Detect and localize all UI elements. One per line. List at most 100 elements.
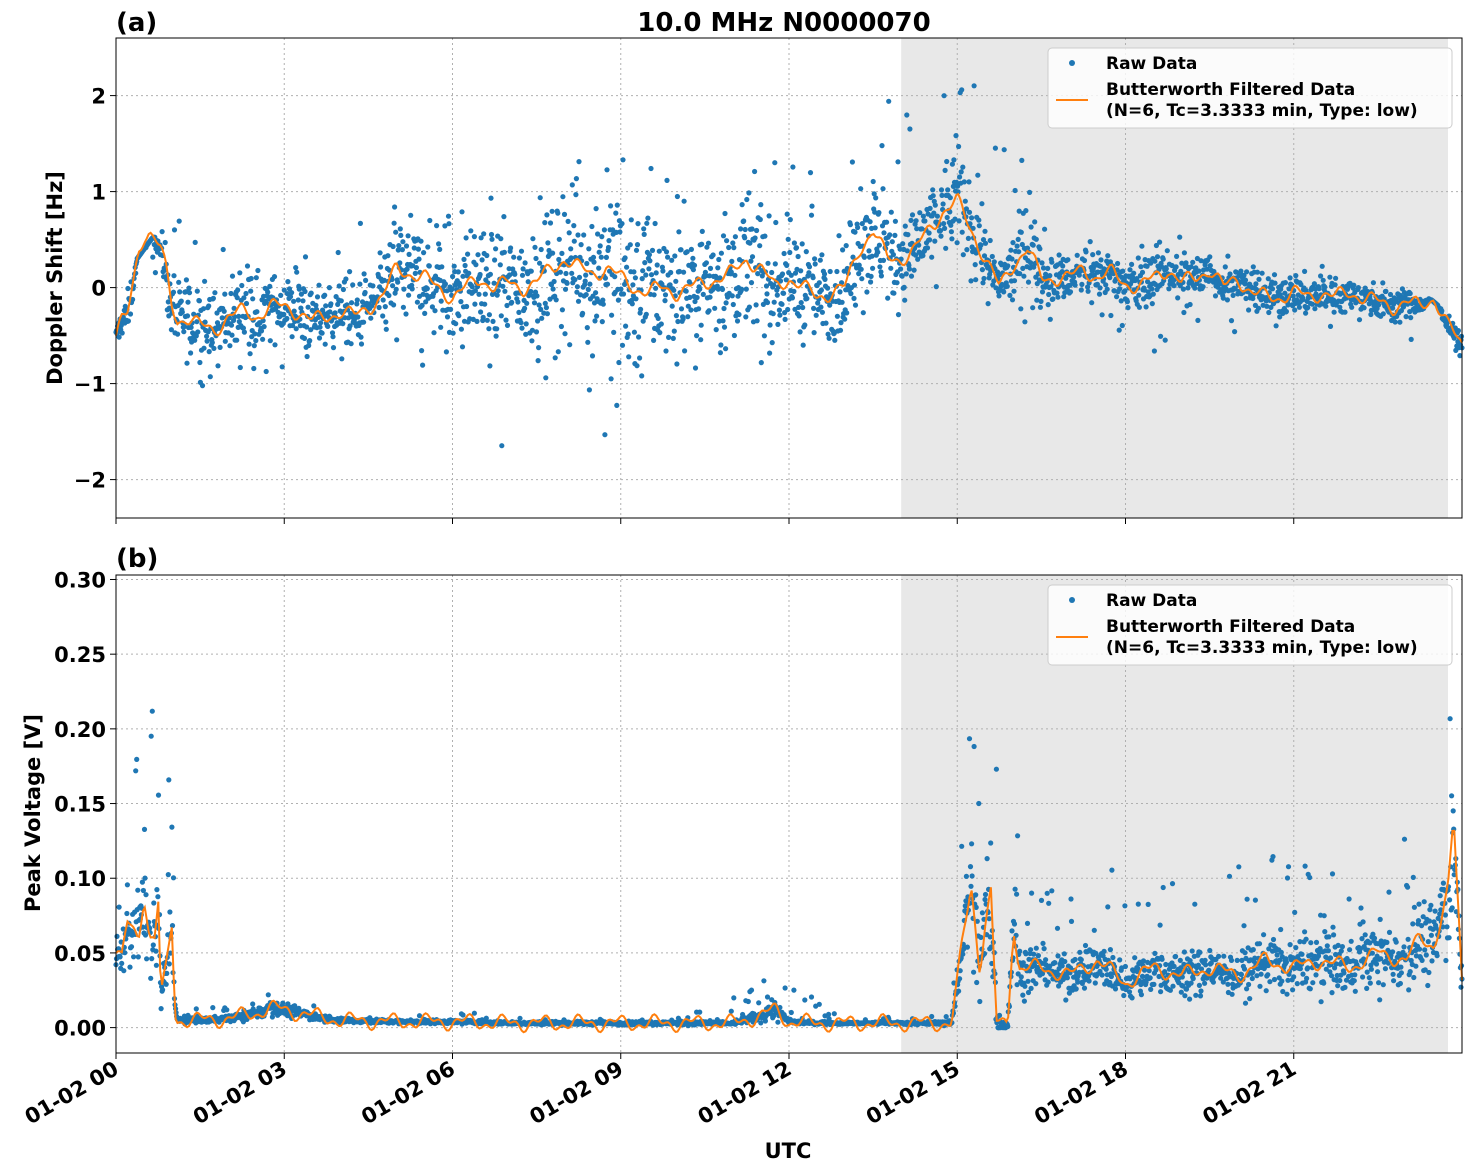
raw-data-point [419,302,425,308]
raw-data-point [943,1014,949,1020]
raw-data-point [1284,875,1291,881]
raw-data-point [982,896,988,903]
raw-data-point [574,284,581,290]
raw-data-point [1203,962,1209,968]
raw-data-point [583,272,589,278]
raw-data-point [1192,901,1198,907]
raw-data-point [1397,319,1403,325]
raw-data-point [776,307,783,313]
raw-data-point [1272,280,1278,286]
raw-data-point [730,301,736,308]
raw-data-point [546,247,552,254]
raw-data-point [720,318,726,324]
raw-data-point [812,256,818,262]
raw-data-point [1025,989,1032,996]
raw-data-point [1250,264,1256,270]
raw-data-point [849,159,856,165]
raw-data-point [1038,897,1045,904]
raw-data-point [1342,309,1348,315]
raw-data-point [732,272,738,278]
raw-data-point [895,159,901,165]
raw-data-point [1135,965,1141,972]
raw-data-point [1311,281,1317,287]
raw-data-point [561,211,568,217]
raw-data-point [1246,307,1252,313]
raw-data-point [948,222,954,228]
raw-data-point [1255,305,1262,311]
raw-data-point [493,333,499,339]
raw-data-point [149,956,155,962]
raw-data-point [237,270,243,276]
raw-data-point [395,247,401,253]
raw-data-point [586,246,592,252]
raw-data-point [862,225,868,231]
raw-data-point [769,269,775,276]
raw-data-point [134,756,140,763]
raw-data-point [1020,960,1026,966]
raw-data-point [1183,986,1190,992]
raw-data-point [802,997,808,1003]
raw-data-point [604,167,610,173]
raw-data-point [176,279,182,285]
raw-data-point [929,1013,935,1020]
raw-data-point [250,296,256,302]
raw-data-point [719,286,726,292]
raw-data-point [1202,980,1208,986]
raw-data-point [1063,275,1069,281]
raw-data-point [746,304,753,310]
raw-data-point [125,318,131,324]
raw-data-point [152,270,158,276]
raw-data-point [398,232,404,238]
raw-data-point [442,223,448,229]
raw-data-point [234,295,240,301]
raw-data-point [960,164,966,170]
raw-data-point [239,282,245,289]
raw-data-point [1135,255,1141,261]
raw-data-point [494,326,500,332]
raw-data-point [538,306,544,312]
raw-data-point [305,304,311,310]
raw-data-point [491,280,497,286]
raw-data-point [568,246,574,252]
raw-data-point [954,240,960,246]
raw-data-point [1042,226,1048,232]
raw-data-point [135,887,141,893]
raw-data-point [643,311,649,317]
raw-data-point [556,236,562,242]
raw-data-point [397,226,403,232]
raw-data-point [1085,284,1091,290]
raw-data-point [986,916,992,922]
raw-data-point [1181,309,1187,316]
raw-data-point [685,303,691,309]
raw-data-point [919,226,925,232]
raw-data-point [880,186,886,192]
raw-data-point [914,226,920,232]
raw-data-point [1122,288,1128,294]
raw-data-point [749,226,755,232]
raw-data-point [791,987,797,993]
raw-data-point [809,203,815,209]
raw-data-point [403,311,409,317]
raw-data-point [1277,314,1283,320]
raw-data-point [1300,971,1306,977]
raw-data-point [616,359,622,366]
raw-data-point [1197,993,1204,999]
raw-data-point [1210,979,1216,985]
raw-data-point [1228,318,1235,324]
raw-data-point [823,320,829,326]
raw-data-point [858,266,864,272]
raw-data-point [739,286,745,292]
raw-data-point [662,298,668,304]
raw-data-point [725,294,731,300]
raw-data-point [206,303,212,309]
raw-data-point [504,302,510,309]
raw-data-point [1119,322,1125,329]
y-tick-label: −2 [74,469,106,493]
raw-data-point [1241,923,1247,929]
raw-data-point [952,216,958,222]
raw-data-point [1268,304,1274,310]
raw-data-point [953,133,959,139]
raw-data-point [731,995,737,1001]
raw-data-point [942,167,948,173]
